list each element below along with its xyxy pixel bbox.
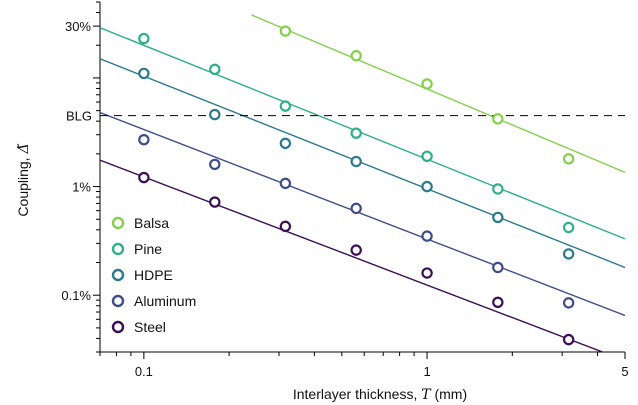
data-point-steel [138,171,150,184]
data-point-balsa [421,78,433,90]
data-point-pine [421,150,433,162]
legend-marker-steel [111,320,125,334]
legend-marker-hdpe [111,268,125,282]
y-tick-label: 30% [65,19,91,34]
data-point-hdpe [492,211,504,224]
x-axis-label-unit: (mm) [431,386,468,402]
legend-marker-pine [111,242,125,256]
data-point-pine [209,63,221,76]
reference-line: BLG [66,109,625,124]
data-point-aluminum [562,297,575,309]
legend-label-steel: Steel [134,319,166,335]
legend-marker-balsa [111,216,125,230]
fit-line-hdpe [100,58,625,269]
legend-label-hdpe: HDPE [134,267,173,283]
fit-line-balsa [251,14,625,174]
data-point-aluminum [492,261,504,274]
y-axis-label-main: Coupling, [15,154,31,217]
reference-line-label: BLG [66,109,92,124]
data-point-steel [209,196,221,208]
data-point-balsa [562,153,575,165]
y-tick-label: 0.1% [61,288,91,303]
legend-label-pine: Pine [134,241,162,257]
data-point-aluminum [421,230,433,242]
data-point-pine [138,32,150,45]
data-point-aluminum [350,202,362,215]
data-point-balsa [350,50,362,62]
data-point-aluminum [279,177,292,190]
legend-label-aluminum: Aluminum [134,293,196,309]
y-tick-label: 1% [72,180,91,195]
fit-lines [100,14,625,352]
data-point-steel [350,244,362,256]
x-axis-label-main: Interlayer thickness, [293,386,421,402]
data-point-hdpe [209,108,221,121]
fit-line-pine [100,27,625,240]
data-point-steel [492,296,504,309]
y-axis-label: Coupling, Δ̃ [15,143,32,216]
data-point-hdpe [421,180,433,193]
data-point-pine [492,183,504,195]
data-point-pine [279,100,292,112]
data-point-aluminum [138,134,150,146]
fit-line-aluminum [100,111,625,317]
plot-frame [99,2,625,353]
data-point-steel [562,333,575,346]
y-axis-ticks: 0.1% 1% 30% [61,1,100,353]
data-point-balsa [279,25,292,37]
y-axis-label-variable: Δ̃ [16,143,32,154]
data-point-aluminum [209,158,221,171]
data-point-balsa [492,113,504,125]
x-axis-label: Interlayer thickness, T (mm) [293,386,467,403]
legend-label-balsa: Balsa [134,215,169,231]
x-axis-ticks: 0.1 1 5 [99,352,629,379]
data-point-steel [421,267,433,279]
data-point-hdpe [138,67,150,80]
data-point-hdpe [562,248,575,260]
legend: Balsa Pine HDPE Aluminum Steel [111,215,196,335]
data-point-hdpe [350,155,362,168]
data-point-hdpe [279,137,292,150]
data-point-steel [279,220,292,233]
data-point-pine [562,221,575,234]
x-tick-label: 1 [423,364,430,379]
x-tick-label: 5 [621,364,628,379]
data-point-pine [350,127,362,139]
x-tick-label: 0.1 [135,364,153,379]
data-markers [138,25,575,346]
fit-line-steel [100,159,605,352]
x-axis-label-variable: T [421,387,432,403]
legend-marker-aluminum [111,294,125,308]
